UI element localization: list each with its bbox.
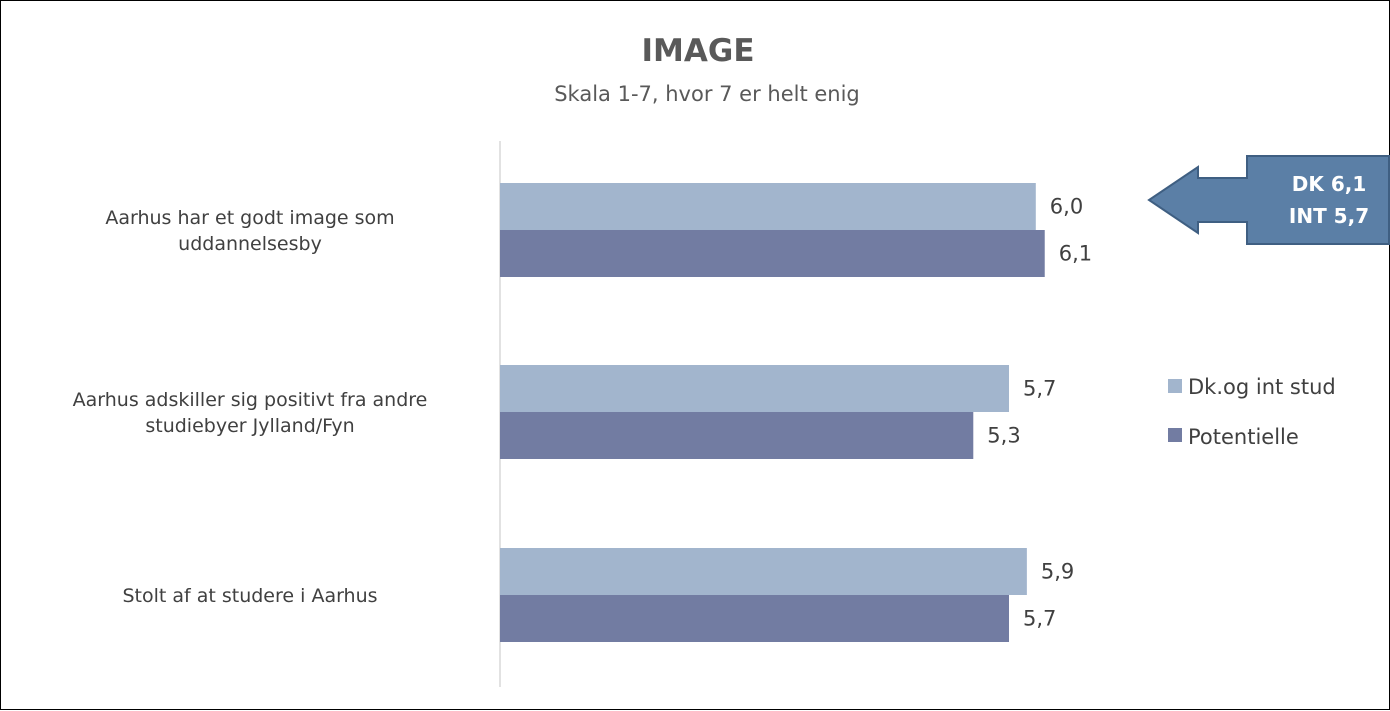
data-label-dk-og-int-stud-1: 5,7 [1023,377,1056,401]
bar-potentielle-2 [500,595,1010,642]
data-label-potentielle-2: 5,7 [1023,607,1056,631]
bar-dk-og-int-stud-1 [500,365,1010,412]
legend-swatch-potentielle [1168,428,1182,442]
legend: Dk.og int stud Potentielle [1168,375,1336,449]
category-label-2: Stolt af at studere i Aarhus [122,585,377,607]
legend-label-potentielle: Potentielle [1188,425,1299,449]
callout-arrow-shape [1147,155,1390,245]
legend-swatch-dk-og-int-stud [1168,379,1182,393]
bar-dk-og-int-stud-2 [500,548,1027,595]
chart-title: IMAGE [642,33,755,69]
legend-label-dk-og-int-stud: Dk.og int stud [1188,375,1336,399]
data-label-potentielle-0: 6,1 [1059,242,1092,266]
callout-line-int: INT 5,7 [1289,204,1369,228]
bar-potentielle-0 [500,230,1045,277]
chart-subtitle: Skala 1-7, hvor 7 er helt enig [554,82,860,106]
category-label-1: Aarhus adskiller sig positivt fra andre s… [73,389,428,437]
data-labels-layer: 6,05,75,96,15,35,7 [987,195,1092,631]
bar-dk-og-int-stud-0 [500,183,1036,230]
callout-line-dk: DK 6,1 [1292,172,1367,196]
bars-layer [500,183,1045,642]
data-label-potentielle-1: 5,3 [987,424,1020,448]
data-label-dk-og-int-stud-2: 5,9 [1041,560,1074,584]
category-label-0: Aarhus har et godt image som uddannelsesb… [105,207,394,255]
callout-arrow: DK 6,1 INT 5,7 [1147,155,1390,245]
bar-potentielle-1 [500,412,974,459]
data-label-dk-og-int-stud-0: 6,0 [1050,195,1083,219]
category-labels-layer: Aarhus har et godt image som uddannelsesb… [73,207,428,607]
